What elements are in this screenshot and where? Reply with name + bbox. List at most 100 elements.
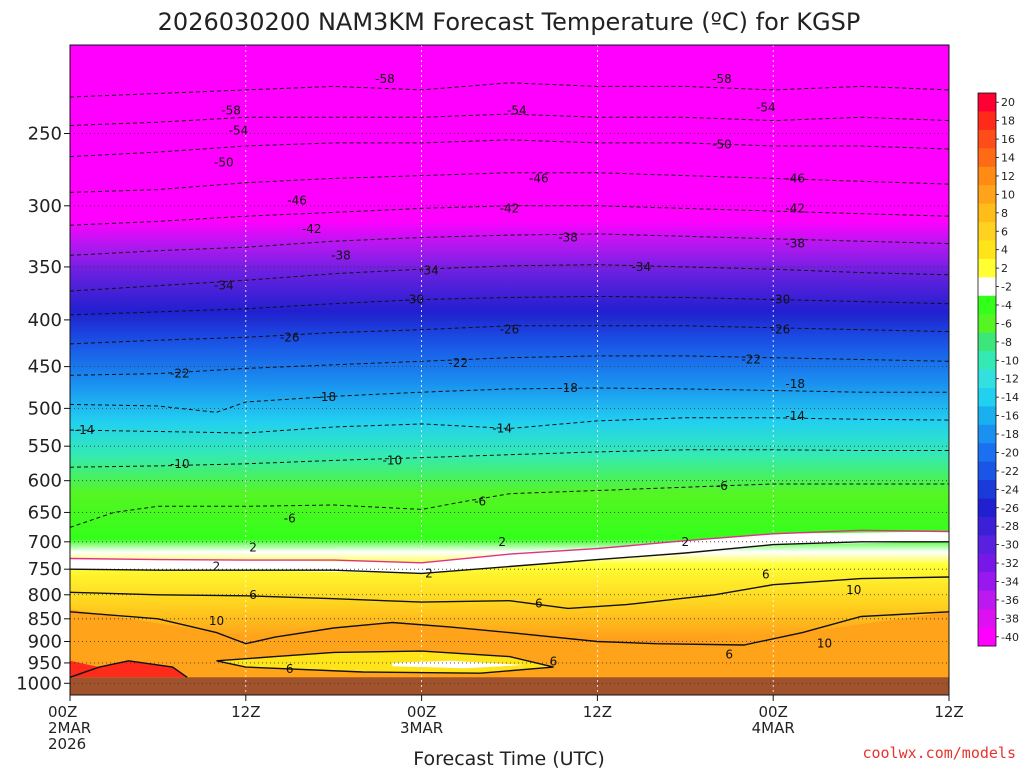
colorbar-label: -16 — [1001, 410, 1019, 423]
y-tick-label: 400 — [28, 310, 62, 331]
colorbar-swatch — [978, 314, 996, 334]
contour-label: -42 — [302, 222, 322, 236]
warm-layer-fill — [70, 609, 949, 695]
colorbar-label: 10 — [1001, 188, 1015, 201]
colorbar-label: -14 — [1001, 391, 1019, 404]
colorbar-swatch — [978, 609, 996, 629]
colorbar-label: 14 — [1001, 152, 1015, 165]
colorbar-swatch — [978, 351, 996, 370]
contour-label: -18 — [558, 381, 578, 395]
y-tick-label: 750 — [28, 559, 62, 580]
contour-label: -26 — [280, 330, 300, 344]
colorbar-swatch — [978, 332, 996, 352]
x-tick-label: 12Z — [934, 703, 963, 721]
contour-label: -54 — [756, 100, 776, 114]
contour-label: -10 — [170, 457, 190, 471]
contour-label: -10 — [382, 453, 402, 467]
contour-label: 6 — [550, 654, 558, 668]
x-tick-label: 2MAR — [48, 719, 91, 737]
contour-label: -26 — [500, 323, 520, 337]
colorbar-swatch — [978, 535, 996, 555]
x-tick-label: 12Z — [583, 703, 612, 721]
contour-label: -22 — [448, 356, 468, 370]
colorbar-swatch — [978, 203, 996, 223]
colorbar-label: -32 — [1001, 557, 1019, 570]
contour-label: -6 — [716, 479, 728, 493]
isotherm-line — [70, 611, 949, 646]
colorbar-label: 18 — [1001, 115, 1015, 128]
colorbar-label: -8 — [1001, 336, 1012, 349]
colorbar-label: -34 — [1001, 575, 1019, 588]
contour-label: -42 — [785, 201, 805, 215]
contour-label: 10 — [817, 636, 832, 650]
y-tick-label: 950 — [28, 653, 62, 674]
contour-label: -38 — [331, 248, 351, 262]
colorbar-label: 4 — [1001, 244, 1008, 257]
y-tick-label: 800 — [28, 585, 62, 606]
contour-label: -58 — [221, 104, 241, 118]
contour-label: -18 — [785, 377, 805, 391]
isotherm-line — [70, 660, 188, 678]
plot-frame — [69, 44, 950, 696]
y-tick-label: 700 — [28, 532, 62, 553]
y-tick-label: 900 — [28, 631, 62, 652]
colorbar-label: 20 — [1001, 96, 1015, 109]
colorbar-swatch — [978, 129, 996, 149]
colorbar: 20 18 16 14 12 10 8 6 4 2 -2 -4 -6 -8 -10 -12 -14 -16 -18 -… — [977, 92, 1019, 647]
colorbar-swatch — [978, 277, 996, 297]
y-tick-label: 450 — [28, 357, 62, 378]
y-axis: 2503003504004505005506006507007508008509… — [16, 123, 70, 694]
contour-label: 2 — [213, 560, 221, 574]
ground-below-surface — [70, 677, 949, 695]
isotherm-line — [70, 541, 949, 575]
contour-label: -46 — [785, 171, 805, 185]
contour-label: 6 — [249, 588, 257, 602]
colorbar-swatch — [978, 295, 996, 315]
colorbar-swatch — [978, 111, 996, 131]
colorbar-swatch — [978, 148, 996, 168]
contour-label: 2 — [681, 535, 689, 549]
colorbar-swatch — [978, 166, 996, 186]
isotherm-line — [216, 650, 554, 674]
colorbar-label: 8 — [1001, 207, 1008, 220]
contour-label: 10 — [846, 583, 861, 597]
contour-label: -34 — [632, 260, 652, 274]
colorbar-swatch — [978, 240, 996, 260]
contour-label: 6 — [286, 662, 294, 676]
colorbar-swatch — [978, 387, 996, 407]
colorbar-frame — [977, 92, 997, 647]
colorbar-swatch — [978, 406, 996, 426]
x-tick-label: 12Z — [231, 703, 260, 721]
contour-label: -22 — [741, 352, 761, 366]
colorbar-label: -28 — [1001, 520, 1019, 533]
colorbar-swatch — [978, 480, 996, 500]
contour-label: -26 — [771, 323, 791, 337]
colorbar-swatch — [978, 185, 996, 205]
freezing-band-fill — [70, 531, 949, 574]
contour-label: -46 — [529, 171, 549, 185]
contour-label: -14 — [785, 409, 805, 423]
colorbar-label: -6 — [1001, 317, 1012, 330]
colorbar-swatch — [978, 590, 996, 610]
contour-label: -14 — [492, 421, 512, 435]
colorbar-label: -12 — [1001, 373, 1019, 386]
colorbar-label: 16 — [1001, 133, 1015, 146]
contour-label: -54 — [229, 123, 249, 137]
contour-label: 6 — [535, 597, 543, 611]
isotherm-layer — [70, 82, 949, 678]
colorbar-label: -36 — [1001, 594, 1019, 607]
contour-label: -50 — [214, 156, 234, 170]
colorbar-label: -38 — [1001, 612, 1019, 625]
colorbar-swatch — [978, 498, 996, 518]
contour-label: -14 — [75, 423, 95, 437]
colorbar-label: -26 — [1001, 502, 1019, 515]
x-tick-label: 00Z — [759, 703, 788, 721]
x-tick-label: 3MAR — [400, 719, 443, 737]
y-tick-label: 350 — [28, 257, 62, 278]
colorbar-label: -40 — [1001, 631, 1019, 644]
contour-label: 6 — [725, 647, 733, 661]
colorbar-swatch — [978, 516, 996, 536]
colorbar-label: 6 — [1001, 225, 1008, 238]
